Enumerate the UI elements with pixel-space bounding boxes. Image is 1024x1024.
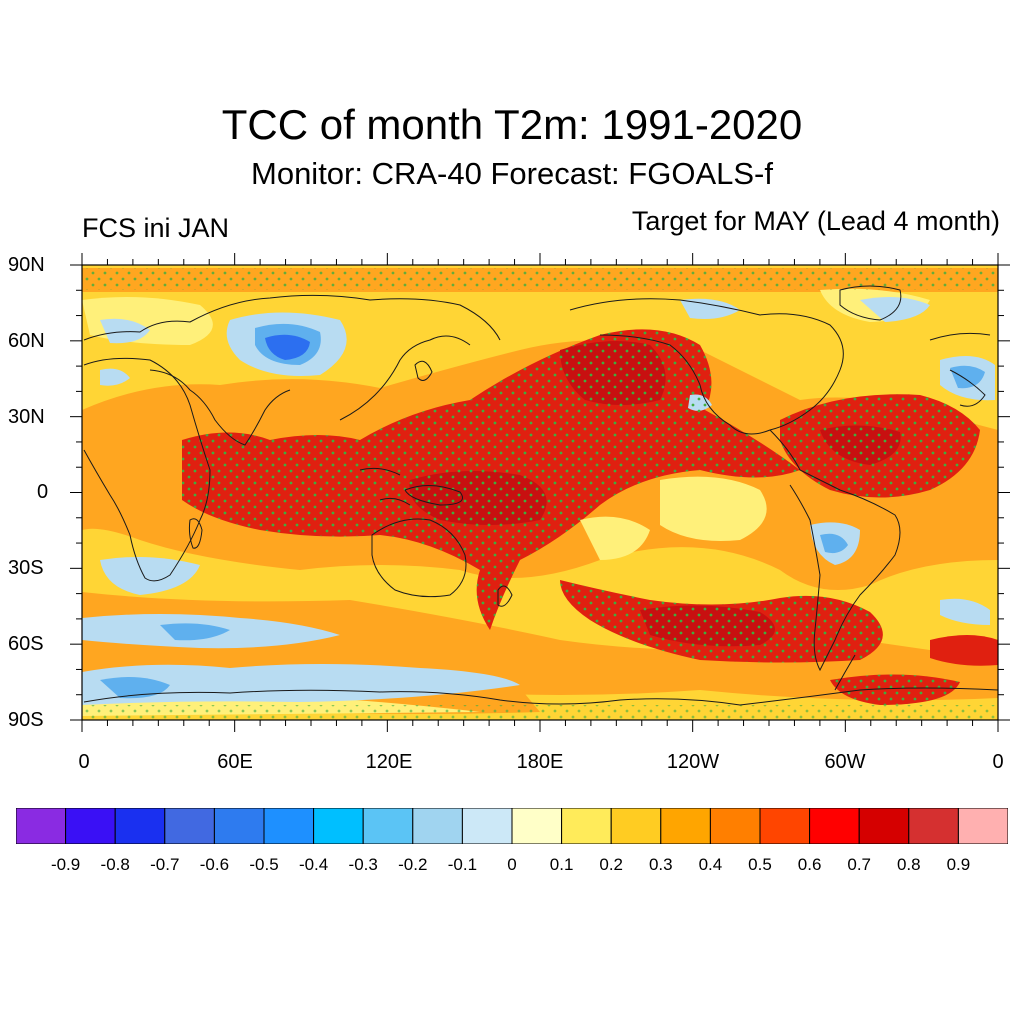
colorbar-label: -0.5 [249,855,279,874]
colorbar-swatch [362,808,414,844]
colorbar-label: 0 [507,855,517,874]
lon-label: 0 [78,751,90,773]
colorbar-swatch [908,808,959,844]
colorbar-swatch [263,808,315,844]
colorbar-label: 0.2 [599,855,624,874]
colorbar-label: -0.7 [150,855,180,874]
colorbar-label: -0.9 [50,855,81,874]
colorbar-label: -0.3 [348,855,378,874]
colorbar-swatch [709,808,761,844]
colorbar-swatch [164,808,215,844]
target-label: Target for MAY (Lead 4 month) [631,206,1000,236]
coastlines [83,285,998,706]
colorbar-label: 0.7 [847,855,872,874]
colorbar-label: 0.1 [549,855,574,874]
colorbar-label: -0.2 [398,855,428,874]
colorbar-swatch [759,808,811,844]
lon-label: 0 [992,751,1004,773]
lat-label: 60S [8,633,44,655]
lat-label: 30S [8,557,44,579]
colorbar-swatch [511,808,563,844]
colorbar-swatch [858,808,910,844]
colorbar-label: 0.9 [946,855,971,874]
colorbar-swatch [313,808,364,844]
colorbar-swatch [412,808,463,844]
colorbar-swatch [957,808,1008,844]
colorbar-swatch [461,808,513,844]
colorbar-swatch [65,808,116,844]
colorbar-label: 0.4 [698,855,723,874]
significance-stippling [82,268,998,719]
lon-label: 120W [666,751,720,773]
lat-label: 0 [37,481,49,503]
map-frame [70,253,1010,732]
colorbar-label: 0.6 [797,855,822,874]
colorbar-label: 0.8 [896,855,921,874]
map-field [82,265,998,720]
chart-subtitle: Monitor: CRA-40 Forecast: FGOALS-f [251,156,773,191]
colorbar-swatch [213,808,265,844]
colorbar-label: -0.6 [199,855,230,874]
lon-label: 120E [365,751,413,773]
colorbar-label: 0.5 [748,855,772,874]
colorbar-swatch [114,808,166,844]
lat-label: 90N [8,254,45,276]
colorbar-swatch [660,808,711,844]
colorbar-label: -0.1 [447,855,478,874]
lat-label: 90S [8,709,44,731]
lat-label: 30N [8,406,45,428]
colorbar-swatch [809,808,860,844]
colorbar-label: -0.4 [298,855,329,874]
initialization-label: FCS ini JAN [82,213,230,243]
deep-blue-regions [265,334,310,360]
colorbar [16,808,1008,844]
colorbar-label: 0.3 [648,855,673,874]
lat-label: 60N [8,330,45,352]
colorbar-swatch [610,808,662,844]
colorbar-swatch [561,808,612,844]
colorbar-swatch [16,808,67,844]
lon-label: 180E [516,751,564,773]
lon-label: 60W [824,751,866,773]
colorbar-label: -0.8 [100,855,130,874]
lon-label: 60E [217,751,253,773]
chart-title: TCC of month T2m: 1991-2020 [221,101,803,148]
